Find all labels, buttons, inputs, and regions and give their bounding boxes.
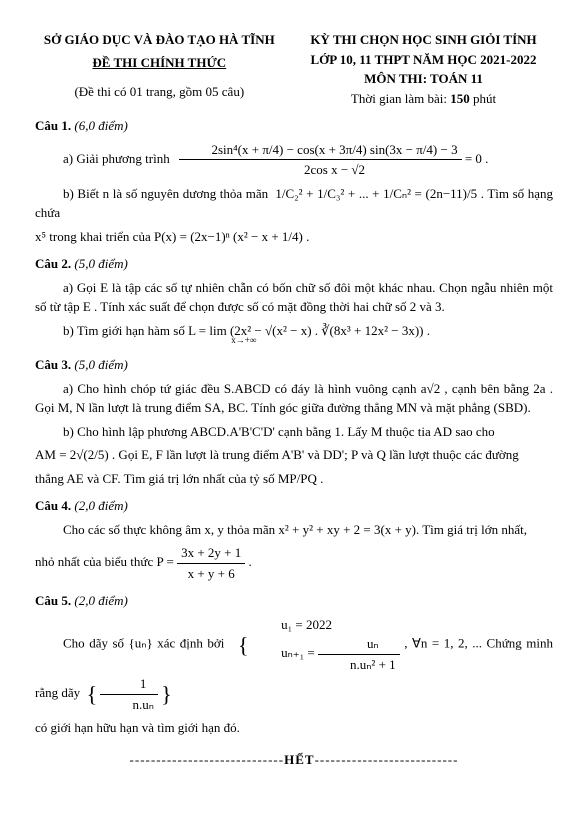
q4-den: x + y + 6 <box>177 564 245 584</box>
q5-seq-den: n.uₙ <box>100 695 157 715</box>
q5-points: (2,0 điểm) <box>74 593 127 608</box>
dur-suf: phút <box>470 91 496 106</box>
q5-seq-num: 1 <box>100 674 157 695</box>
q4-l2-post: . <box>248 554 251 569</box>
q1a-rhs: = 0 . <box>465 150 489 165</box>
dur-time: 150 <box>450 91 470 106</box>
brace-left2-icon: { <box>87 682 98 707</box>
q5-seq-frac: 1 n.uₙ <box>100 674 157 714</box>
q5-sys-frac: uₙ n.uₙ² + 1 <box>318 634 400 674</box>
q2-points: (5,0 điểm) <box>74 256 127 271</box>
org-line: SỞ GIÁO DỤC VÀ ĐÀO TẠO HÀ TĨNH <box>35 30 284 50</box>
duration: Thời gian làm bài: 150 phút <box>294 89 553 109</box>
q3b-l1: b) Cho hình lập phương ABCD.A'B'C'D' cạn… <box>35 422 553 442</box>
q2a: a) Gọi E là tập các số tự nhiên chẵn có … <box>35 278 553 317</box>
q1a-label: a) Giải phương trình <box>63 150 170 165</box>
q5-title: Câu 5. <box>35 593 71 608</box>
brace-left-icon: { <box>238 632 249 657</box>
q5-system: u₁ = 2022 uₙ₊₁ = uₙ n.uₙ² + 1 <box>253 615 400 675</box>
q4-title: Câu 4. <box>35 498 71 513</box>
q4-title-row: Câu 4. (2,0 điểm) <box>35 496 553 516</box>
q3-title-row: Câu 3. (5,0 điểm) <box>35 355 553 375</box>
header-left: SỞ GIÁO DỤC VÀ ĐÀO TẠO HÀ TĨNH ĐỀ THI CH… <box>35 30 284 108</box>
footer-end: -----------------------------HẾT--------… <box>35 750 553 770</box>
q4-num: 3x + 2y + 1 <box>177 543 245 564</box>
q3-title: Câu 3. <box>35 357 71 372</box>
q1a-frac: 2sin⁴(x + π/4) − cos(x + 3π/4) sin(3x − … <box>179 140 461 180</box>
q1b-pre: b) Biết n là số nguyên dương thỏa mãn <box>63 186 268 201</box>
q1-points: (6,0 điểm) <box>74 118 127 133</box>
q1a-den: 2cos x − √2 <box>179 160 461 180</box>
q1b-eq: 1/C₂² + 1/C₃² + ... + 1/Cₙ² = (2n−11)/5 <box>275 186 477 201</box>
q3b-l2: AM = 2√(2/5) . Gọi E, F lần lượt là trun… <box>35 445 553 465</box>
q5-sys-top: u₁ = 2022 <box>253 615 400 635</box>
q2b: b) Tìm giới hạn hàm số L = lim (2x² − √(… <box>35 321 553 348</box>
q5-l2: có giới hạn hữu hạn và tìm giới hạn đó. <box>35 718 553 738</box>
contest-name: KỲ THI CHỌN HỌC SINH GIỎI TỈNH <box>294 30 553 50</box>
q4-l2-pre: nhỏ nhất của biểu thức P = <box>35 554 174 569</box>
q5-pre: Cho dãy số {uₙ} xác định bởi <box>63 635 224 650</box>
q2-title: Câu 2. <box>35 256 71 271</box>
q1-title: Câu 1. <box>35 118 71 133</box>
q1b-line2: x⁵ trong khai triển của P(x) = (2x−1)ⁿ (… <box>35 227 553 247</box>
q1-title-row: Câu 1. (6,0 điểm) <box>35 116 553 136</box>
q3a: a) Cho hình chóp tứ giác đều S.ABCD có đ… <box>35 379 553 418</box>
q5-sys-num: uₙ <box>318 634 400 655</box>
brace-right-icon: } <box>161 682 172 707</box>
q1b-line1: b) Biết n là số nguyên dương thỏa mãn 1/… <box>35 184 553 223</box>
q5-sys-lhs: uₙ₊₁ = <box>281 645 315 660</box>
q5-title-row: Câu 5. (2,0 điểm) <box>35 591 553 611</box>
exam-official: ĐỀ THI CHÍNH THỨC <box>35 53 284 73</box>
q4-l2: nhỏ nhất của biểu thức P = 3x + 2y + 1 x… <box>35 543 553 583</box>
q5-sys-bot: uₙ₊₁ = uₙ n.uₙ² + 1 <box>253 634 400 674</box>
header-right: KỲ THI CHỌN HỌC SINH GIỎI TỈNH LỚP 10, 1… <box>294 30 553 108</box>
q4-frac: 3x + 2y + 1 x + y + 6 <box>177 543 245 583</box>
q4-points: (2,0 điểm) <box>74 498 127 513</box>
q2b-sub: x→+∞ <box>203 334 256 348</box>
q5-l1: Cho dãy số {uₙ} xác định bởi { u₁ = 2022… <box>35 615 553 715</box>
subject: MÔN THI: TOÁN 11 <box>294 69 553 89</box>
q1a: a) Giải phương trình 2sin⁴(x + π/4) − co… <box>35 140 553 180</box>
q5-sys-den: n.uₙ² + 1 <box>318 655 400 675</box>
q4-l1: Cho các số thực không âm x, y thỏa mãn x… <box>35 520 553 540</box>
q3-points: (5,0 điểm) <box>74 357 127 372</box>
q1a-num: 2sin⁴(x + π/4) − cos(x + 3π/4) sin(3x − … <box>179 140 461 161</box>
page-info: (Đề thi có 01 trang, gồm 05 câu) <box>35 82 284 102</box>
q3b-l3: thẳng AE và CF. Tìm giá trị lớn nhất của… <box>35 469 553 489</box>
header: SỞ GIÁO DỤC VÀ ĐÀO TẠO HÀ TĨNH ĐỀ THI CH… <box>35 30 553 108</box>
end-text: HẾT <box>284 752 314 767</box>
grade-year: LỚP 10, 11 THPT NĂM HỌC 2021-2022 <box>294 50 553 70</box>
q2-title-row: Câu 2. (5,0 điểm) <box>35 254 553 274</box>
dur-pre: Thời gian làm bài: <box>351 91 450 106</box>
